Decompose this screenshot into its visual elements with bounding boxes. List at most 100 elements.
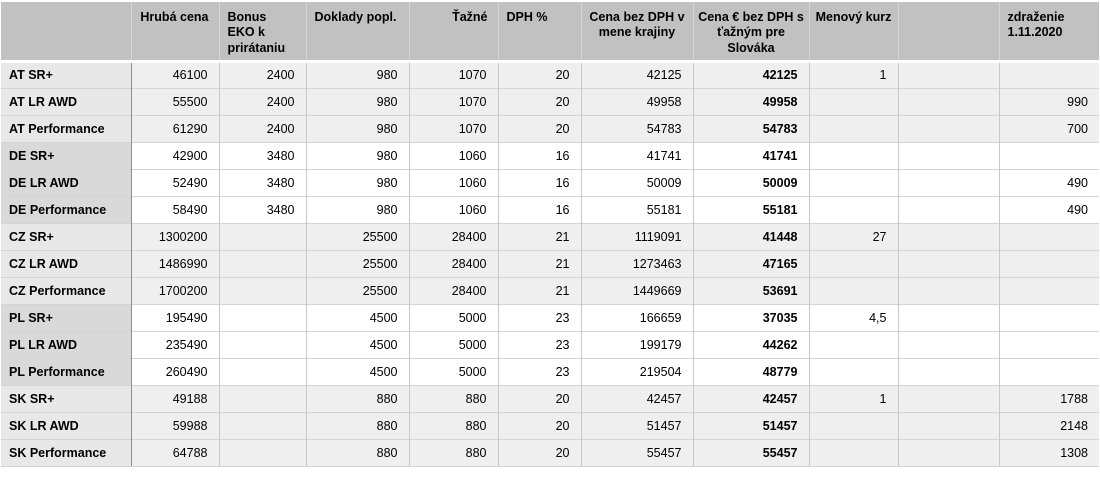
cell-dph[interactable]: 23 — [497, 303, 581, 332]
cell-spacer[interactable] — [897, 60, 999, 89]
cell-spacer[interactable] — [897, 330, 999, 359]
cell-bonus_eko[interactable] — [218, 438, 306, 467]
column-header-dph[interactable]: DPH % — [497, 2, 581, 63]
cell-dph[interactable]: 16 — [497, 141, 581, 170]
cell-hruba_cena[interactable]: 55500 — [130, 87, 219, 116]
cell-cena_eur[interactable]: 51457 — [692, 411, 809, 440]
cell-zdrazenie[interactable]: 1308 — [998, 438, 1099, 467]
column-header-spacer[interactable] — [897, 2, 999, 63]
cell-dph[interactable]: 20 — [497, 114, 581, 143]
cell-cena_eur[interactable]: 44262 — [692, 330, 809, 359]
cell-kurz[interactable] — [808, 276, 898, 305]
cell-tazne[interactable]: 880 — [408, 384, 498, 413]
cell-kurz[interactable] — [808, 438, 898, 467]
cell-doklady[interactable]: 880 — [305, 438, 409, 467]
cell-tazne[interactable]: 5000 — [408, 357, 498, 386]
cell-cena_eur[interactable]: 55457 — [692, 438, 809, 467]
cell-bonus_eko[interactable]: 2400 — [218, 114, 306, 143]
cell-dph[interactable]: 23 — [497, 357, 581, 386]
cell-spacer[interactable] — [897, 438, 999, 467]
cell-spacer[interactable] — [897, 195, 999, 224]
column-header-kurz[interactable]: Menový kurz — [808, 2, 898, 63]
cell-bonus_eko[interactable]: 2400 — [218, 87, 306, 116]
cell-zdrazenie[interactable]: 490 — [998, 168, 1099, 197]
cell-tazne[interactable]: 1060 — [408, 168, 498, 197]
cell-zdrazenie[interactable]: 490 — [998, 195, 1099, 224]
cell-tazne[interactable]: 880 — [408, 438, 498, 467]
column-header-tazne[interactable]: Ťažné — [408, 2, 498, 63]
row-label[interactable]: PL SR+ — [1, 303, 132, 332]
cell-doklady[interactable]: 25500 — [305, 276, 409, 305]
cell-spacer[interactable] — [897, 411, 999, 440]
row-label[interactable]: DE SR+ — [1, 141, 132, 170]
cell-bonus_eko[interactable] — [218, 330, 306, 359]
row-label[interactable]: PL LR AWD — [1, 330, 132, 359]
cell-zdrazenie[interactable]: 1788 — [998, 384, 1099, 413]
cell-kurz[interactable]: 27 — [808, 222, 898, 251]
cell-spacer[interactable] — [897, 384, 999, 413]
row-label[interactable]: CZ SR+ — [1, 222, 132, 251]
cell-hruba_cena[interactable]: 61290 — [130, 114, 219, 143]
row-label[interactable]: SK LR AWD — [1, 411, 132, 440]
cell-kurz[interactable]: 1 — [808, 60, 898, 89]
cell-dph[interactable]: 16 — [497, 168, 581, 197]
row-label[interactable]: CZ Performance — [1, 276, 132, 305]
cell-cena_eur[interactable]: 41741 — [692, 141, 809, 170]
cell-hruba_cena[interactable]: 1300200 — [130, 222, 219, 251]
cell-bonus_eko[interactable]: 3480 — [218, 195, 306, 224]
cell-doklady[interactable]: 880 — [305, 411, 409, 440]
cell-zdrazenie[interactable] — [998, 330, 1099, 359]
cell-doklady[interactable]: 980 — [305, 195, 409, 224]
cell-cena_bez_dph[interactable]: 50009 — [580, 168, 693, 197]
row-label[interactable]: DE Performance — [1, 195, 132, 224]
cell-spacer[interactable] — [897, 222, 999, 251]
cell-kurz[interactable] — [808, 195, 898, 224]
row-label[interactable]: CZ LR AWD — [1, 249, 132, 278]
cell-spacer[interactable] — [897, 357, 999, 386]
cell-zdrazenie[interactable] — [998, 141, 1099, 170]
cell-tazne[interactable]: 1060 — [408, 195, 498, 224]
cell-tazne[interactable]: 28400 — [408, 276, 498, 305]
cell-hruba_cena[interactable]: 64788 — [130, 438, 219, 467]
cell-cena_bez_dph[interactable]: 42125 — [580, 60, 693, 89]
cell-cena_eur[interactable]: 42457 — [692, 384, 809, 413]
cell-tazne[interactable]: 1070 — [408, 60, 498, 89]
column-header-zdrazenie[interactable]: zdraženie 1.11.2020 — [998, 2, 1099, 63]
cell-hruba_cena[interactable]: 58490 — [130, 195, 219, 224]
cell-hruba_cena[interactable]: 235490 — [130, 330, 219, 359]
cell-dph[interactable]: 20 — [497, 60, 581, 89]
cell-cena_eur[interactable]: 42125 — [692, 60, 809, 89]
cell-dph[interactable]: 23 — [497, 330, 581, 359]
cell-hruba_cena[interactable]: 46100 — [130, 60, 219, 89]
cell-hruba_cena[interactable]: 59988 — [130, 411, 219, 440]
cell-tazne[interactable]: 28400 — [408, 222, 498, 251]
cell-doklady[interactable]: 980 — [305, 60, 409, 89]
cell-bonus_eko[interactable] — [218, 249, 306, 278]
cell-cena_bez_dph[interactable]: 49958 — [580, 87, 693, 116]
cell-tazne[interactable]: 1060 — [408, 141, 498, 170]
column-header-doklady[interactable]: Doklady popl. — [305, 2, 409, 63]
column-header-rowlabel[interactable] — [1, 2, 131, 63]
row-label[interactable]: AT LR AWD — [1, 87, 132, 116]
cell-kurz[interactable] — [808, 168, 898, 197]
cell-zdrazenie[interactable] — [998, 249, 1099, 278]
cell-zdrazenie[interactable] — [998, 303, 1099, 332]
cell-doklady[interactable]: 880 — [305, 384, 409, 413]
cell-cena_bez_dph[interactable]: 199179 — [580, 330, 693, 359]
cell-zdrazenie[interactable]: 700 — [998, 114, 1099, 143]
cell-tazne[interactable]: 1070 — [408, 87, 498, 116]
cell-zdrazenie[interactable]: 990 — [998, 87, 1099, 116]
cell-cena_eur[interactable]: 37035 — [692, 303, 809, 332]
cell-cena_bez_dph[interactable]: 51457 — [580, 411, 693, 440]
cell-cena_bez_dph[interactable]: 1119091 — [580, 222, 693, 251]
cell-doklady[interactable]: 4500 — [305, 303, 409, 332]
cell-cena_bez_dph[interactable]: 42457 — [580, 384, 693, 413]
cell-doklady[interactable]: 980 — [305, 141, 409, 170]
cell-bonus_eko[interactable]: 3480 — [218, 168, 306, 197]
cell-spacer[interactable] — [897, 87, 999, 116]
cell-kurz[interactable] — [808, 411, 898, 440]
cell-dph[interactable]: 21 — [497, 249, 581, 278]
cell-kurz[interactable] — [808, 141, 898, 170]
row-label[interactable]: SK Performance — [1, 438, 132, 467]
cell-hruba_cena[interactable]: 52490 — [130, 168, 219, 197]
